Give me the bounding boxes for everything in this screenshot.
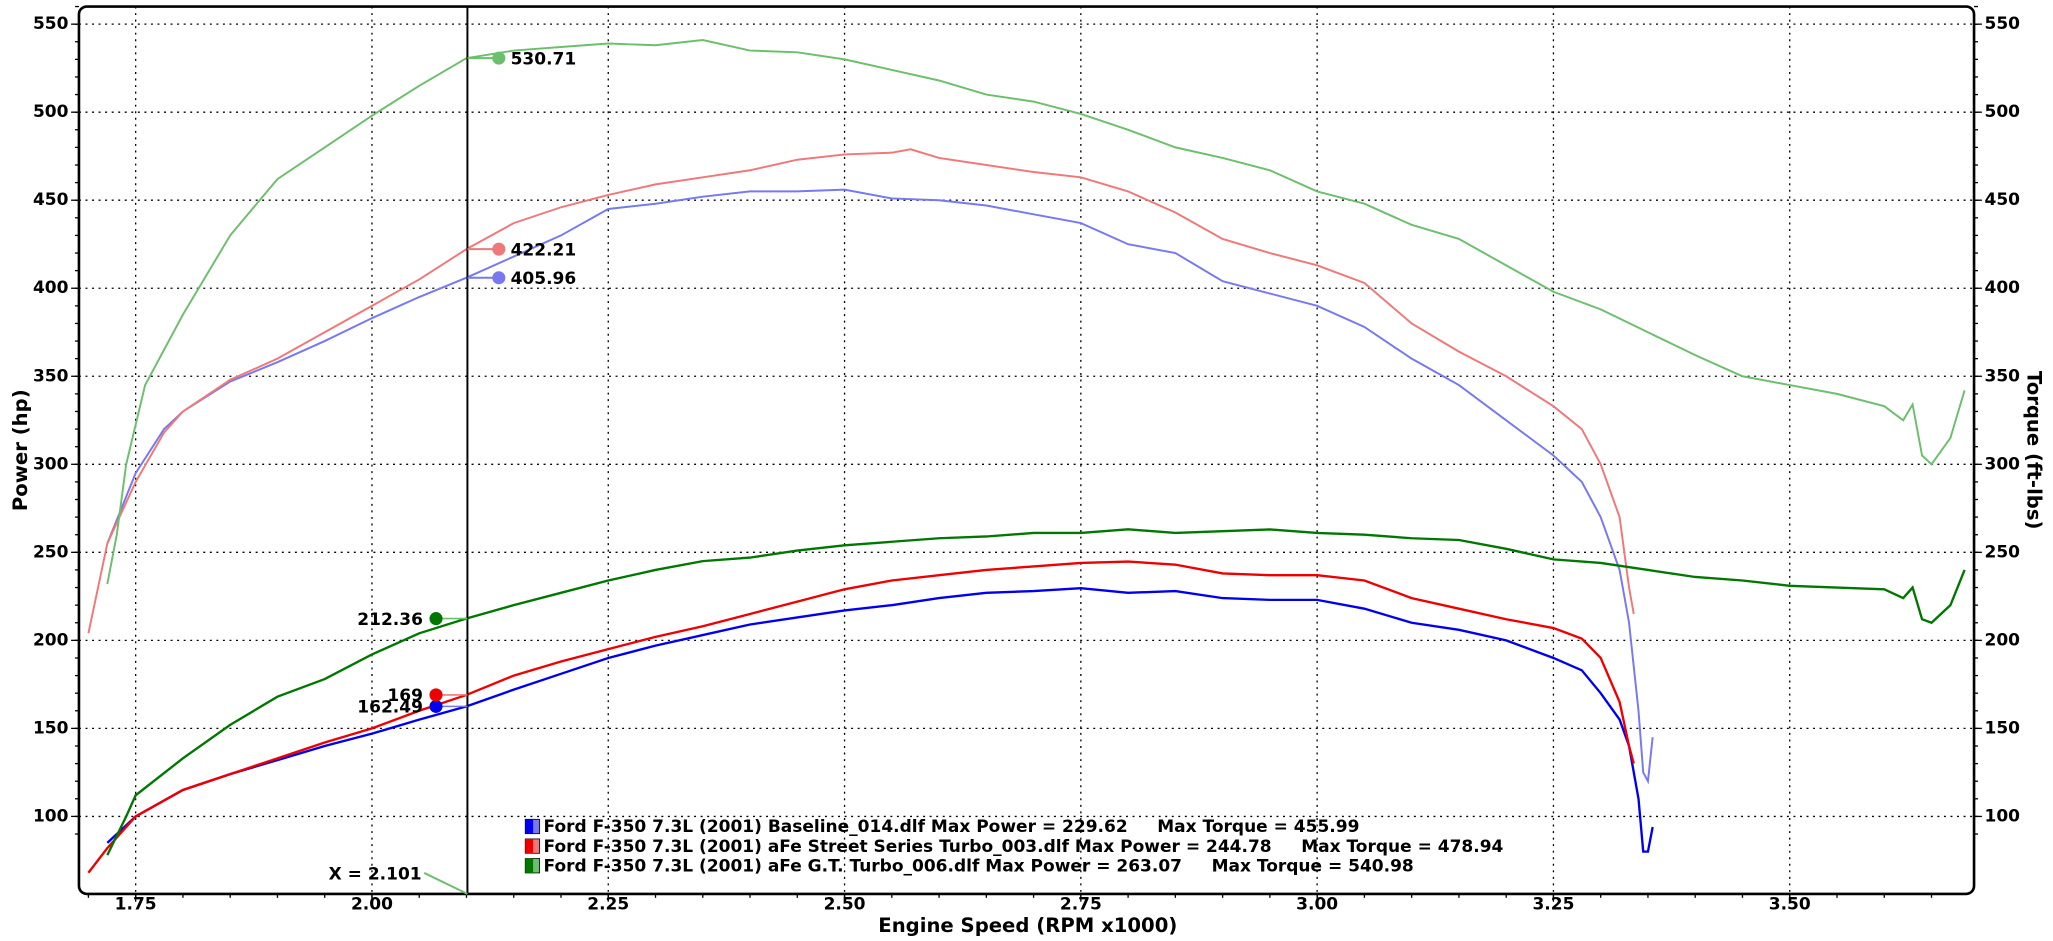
torque-readout-marker bbox=[492, 51, 506, 65]
torque-line bbox=[106, 188, 1654, 785]
x-tick-label: 2.75 bbox=[1060, 894, 1102, 914]
legend-swatch bbox=[525, 819, 534, 834]
y2-tick-label: 300 bbox=[1985, 454, 2021, 474]
power-readout-label: 212.36 bbox=[357, 610, 423, 630]
power-readout-label: 169 bbox=[387, 686, 423, 706]
torque-readout-label: 530.71 bbox=[511, 49, 577, 69]
y2-tick-label: 550 bbox=[1985, 14, 2021, 34]
y-tick-label: 250 bbox=[33, 542, 69, 562]
torque-line bbox=[87, 148, 1635, 634]
y-tick-label: 450 bbox=[33, 190, 69, 210]
legend-label: Ford F-350 7.3L (2001) aFe G.T. Turbo_00… bbox=[544, 856, 1414, 876]
y2-tick-label: 400 bbox=[1985, 278, 2021, 298]
x-tick-label: 3.25 bbox=[1532, 894, 1574, 914]
cursor-pointer bbox=[423, 872, 468, 895]
x-tick-label: 3.50 bbox=[1769, 894, 1811, 914]
y2-tick-label: 100 bbox=[1985, 806, 2021, 826]
y-tick-label: 200 bbox=[33, 630, 69, 650]
power-readout-label: 162.49 bbox=[357, 698, 423, 718]
y-axis-label: Power (hp) bbox=[9, 389, 32, 511]
legend-swatch bbox=[525, 838, 534, 854]
y-tick-label: 550 bbox=[33, 14, 69, 34]
x-tick-label: 2.00 bbox=[351, 894, 393, 914]
y-tick-label: 100 bbox=[33, 806, 69, 826]
cursor-label: X = 2.101 bbox=[329, 864, 422, 884]
power-line bbox=[87, 560, 1635, 874]
y2-tick-label: 250 bbox=[1985, 542, 2021, 562]
x-axis-label: Engine Speed (RPM x1000) bbox=[878, 914, 1177, 937]
y-tick-label: 350 bbox=[33, 366, 69, 386]
torque-readout-marker bbox=[492, 271, 506, 285]
y2-tick-label: 350 bbox=[1985, 366, 2021, 386]
x-tick-label: 1.75 bbox=[115, 894, 157, 914]
power-line bbox=[106, 528, 1966, 856]
x-tick-label: 2.25 bbox=[587, 894, 629, 914]
torque-readout-label: 422.21 bbox=[511, 240, 577, 260]
legend-swatch bbox=[525, 858, 534, 873]
y-tick-label: 500 bbox=[33, 102, 69, 122]
y2-tick-label: 200 bbox=[1985, 630, 2021, 650]
power-readout-marker bbox=[429, 699, 443, 713]
power-readout-marker bbox=[429, 688, 443, 702]
y2-tick-label: 450 bbox=[1985, 190, 2021, 210]
torque-readout-label: 405.96 bbox=[511, 269, 577, 289]
power-readout-marker bbox=[429, 612, 443, 626]
torque-line bbox=[106, 39, 1966, 585]
y-tick-label: 150 bbox=[33, 718, 69, 738]
y-tick-label: 400 bbox=[33, 278, 69, 298]
torque-readout-marker bbox=[492, 242, 506, 256]
y2-axis-label: Torque (ft-lbs) bbox=[2022, 371, 2045, 530]
x-tick-label: 2.50 bbox=[824, 894, 866, 914]
power-line bbox=[106, 587, 1654, 853]
y2-tick-label: 150 bbox=[1985, 718, 2021, 738]
plot-frame bbox=[77, 5, 1976, 896]
x-tick-label: 3.00 bbox=[1296, 894, 1338, 914]
y-tick-label: 300 bbox=[33, 454, 69, 474]
y2-tick-label: 500 bbox=[1985, 102, 2021, 122]
legend-label: Ford F-350 7.3L (2001) aFe Street Series… bbox=[544, 837, 1504, 857]
legend-label: Ford F-350 7.3L (2001) Baseline_014.dlf … bbox=[544, 817, 1360, 837]
